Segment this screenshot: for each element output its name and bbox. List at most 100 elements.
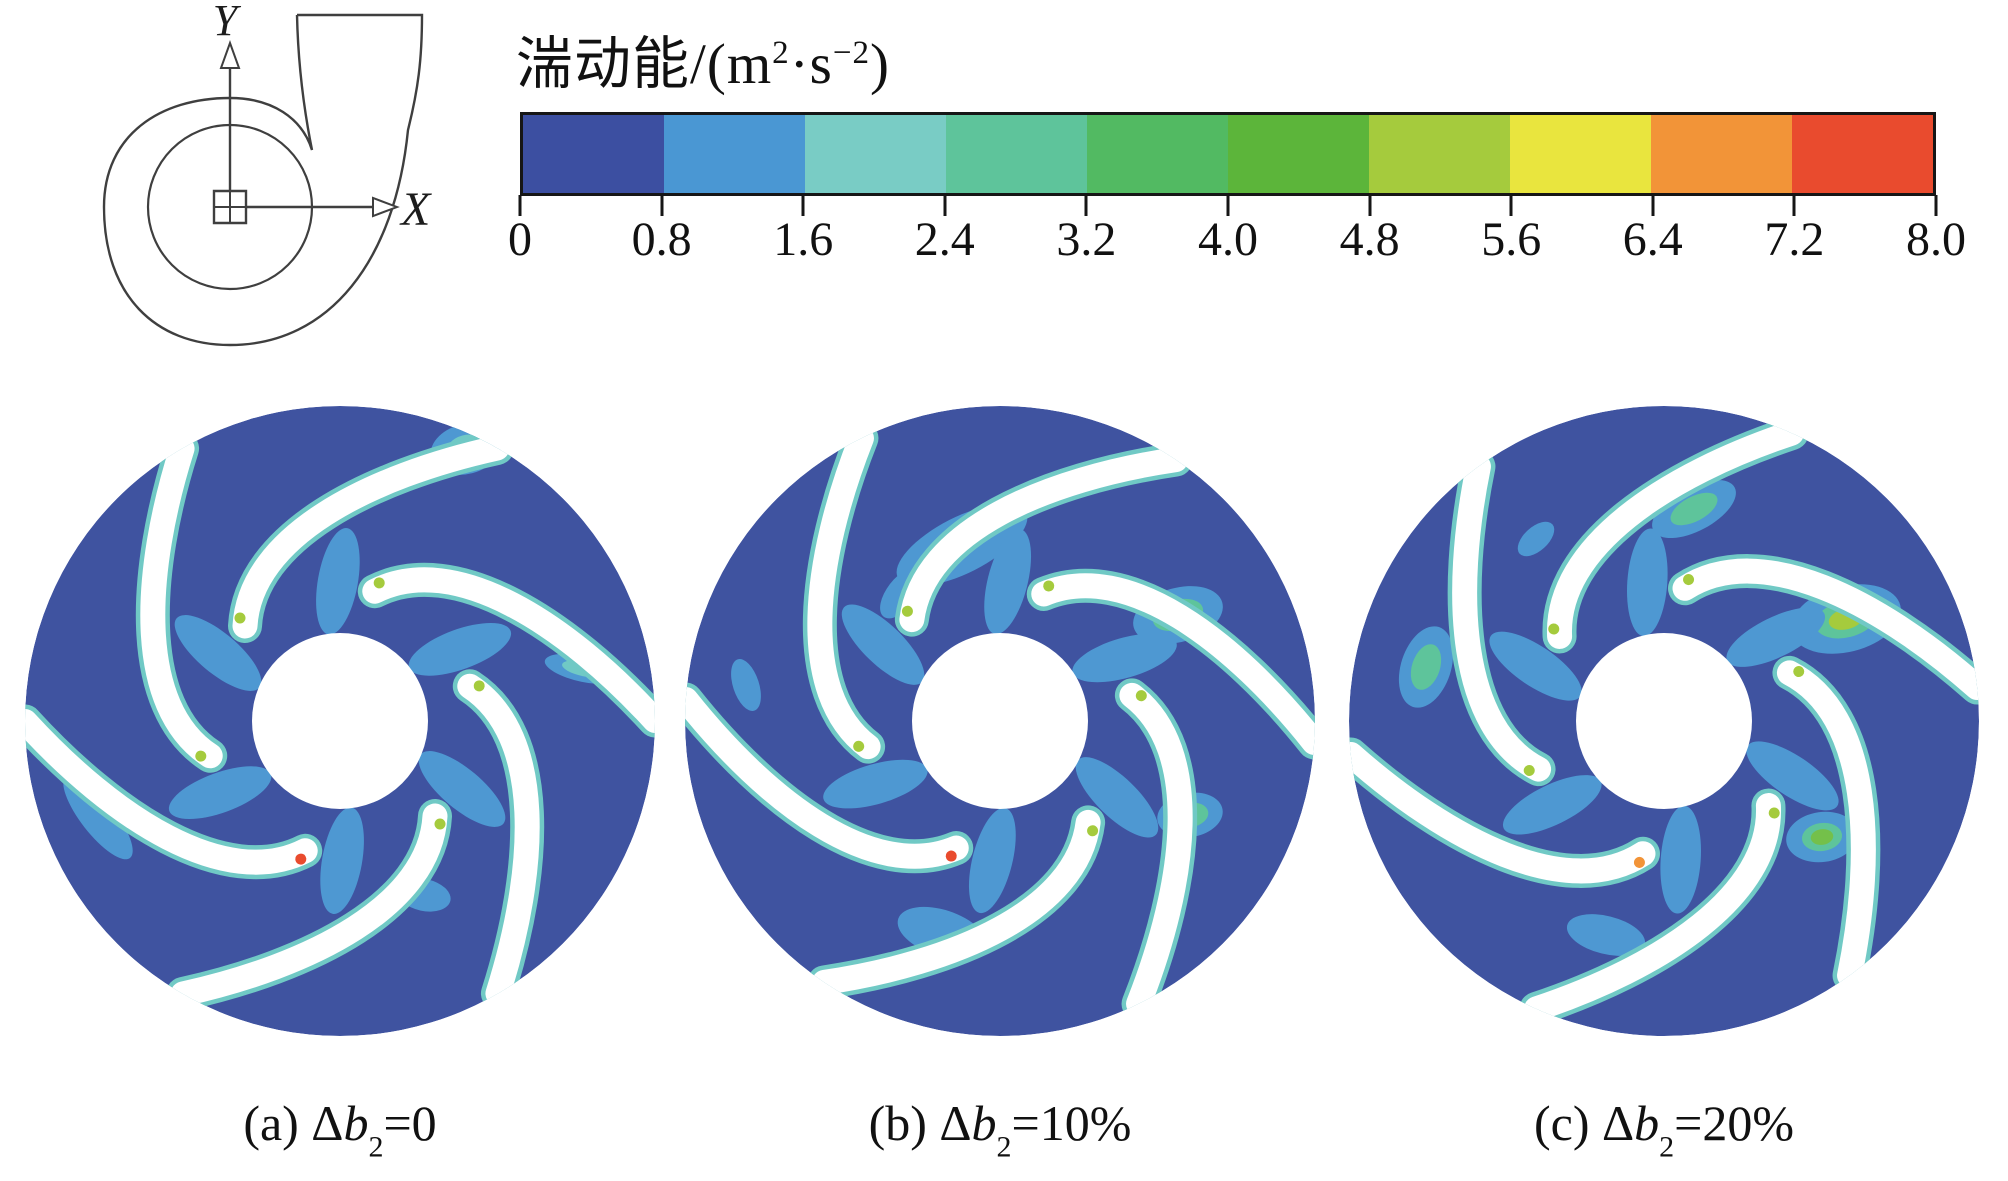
colorbar-tick-label-5: 4.0 [1198, 213, 1258, 266]
blade-tip-hotspot [1548, 623, 1560, 635]
blade-1 [316, 528, 655, 738]
colorbar-tick-labels: 0 0.8 1.6 2.4 3.2 4.0 4.8 5.6 6.4 7.2 8.0 [508, 212, 1966, 272]
blade-wake [1660, 805, 1702, 914]
blade-tip-hotspot [945, 850, 957, 862]
colorbar-title-text: 湍动能/(m [516, 33, 773, 96]
panel-caption-c: (c) Δb2=20% [1344, 1094, 1984, 1165]
panel-caption-b: (b) Δb2=10% [680, 1094, 1320, 1165]
caption-value: =20% [1674, 1095, 1794, 1151]
blade-tip-hotspot [234, 612, 246, 624]
colorbar-tick-1 [660, 195, 664, 216]
blade-5 [135, 431, 272, 820]
colorbar-tick-0 [518, 195, 522, 216]
blade-wake [418, 751, 506, 827]
blade-body [1776, 660, 1876, 988]
blade-wake [316, 528, 360, 635]
blade-2 [408, 622, 545, 1011]
blade-tip-hotspot [1087, 825, 1099, 837]
contour-plot-b [685, 406, 1315, 1036]
colorbar-tick-4 [1084, 195, 1088, 216]
blade-4 [25, 704, 364, 914]
blade-tip-hotspot [1135, 690, 1147, 702]
tke-blob-layer [1566, 914, 1646, 956]
colorbar-segment-5 [1228, 115, 1369, 193]
tke-blob-3 [1652, 479, 1736, 539]
blade-tip-hotspot [1768, 807, 1780, 819]
blade-body [811, 809, 1101, 995]
colorbar-tick-label-3: 2.4 [914, 213, 975, 266]
blade-body [232, 435, 510, 639]
blade-tip-hotspot [1793, 666, 1805, 678]
blade-wake [1072, 633, 1177, 683]
colorbar-tick-label-6: 4.8 [1339, 213, 1400, 266]
tke-blob-4 [1517, 521, 1555, 557]
panel-caption-a: (a) Δb2=0 [20, 1094, 660, 1165]
hub-hole [1576, 633, 1752, 809]
blade-tip-hotspot [1523, 764, 1535, 776]
colorbar-tick-label-10: 8.0 [1906, 213, 1966, 266]
blade-wake [1502, 775, 1602, 835]
blade-wake [1726, 607, 1826, 667]
hub-hole [912, 633, 1088, 809]
y-axis-arrowhead-icon [219, 40, 241, 69]
blade-body [1452, 454, 1552, 782]
caption-symbol: b [1634, 1095, 1660, 1151]
blade-wake [168, 766, 272, 820]
blade-body [1523, 793, 1781, 1022]
colorbar-tick-9 [1792, 195, 1796, 216]
blade-body [807, 425, 881, 760]
colorbar-segment-8 [1651, 115, 1792, 193]
caption-prefix: (b) Δ [868, 1095, 972, 1151]
blade-wake [408, 622, 512, 676]
colorbar-tick-3 [943, 195, 947, 216]
caption-value: =10% [1011, 1095, 1132, 1151]
colorbar-segment-0 [523, 115, 664, 193]
blade-tip-hotspot [1683, 574, 1695, 586]
blade-wake [1746, 741, 1839, 811]
blade-wake [1626, 528, 1668, 637]
contour-field [25, 406, 655, 1036]
caption-subscript: 2 [1659, 1130, 1675, 1164]
blade-0 [1489, 416, 1809, 701]
x-axis-arrowhead-icon [372, 196, 400, 218]
blade-tip-hotspot [195, 750, 207, 762]
colorbar-tick-8 [1651, 195, 1655, 216]
colorbar-segment-3 [946, 115, 1087, 193]
blade-2 [1072, 633, 1198, 1021]
caption-value: =0 [383, 1095, 437, 1151]
contour-plot-c [1349, 406, 1979, 1036]
blade-body [1349, 741, 1656, 884]
colorbar-segment-9 [1792, 115, 1933, 193]
tke-blob-2 [1398, 626, 1454, 708]
blade-body [1672, 558, 1979, 701]
blade-wake [1489, 631, 1582, 701]
blade-wake [841, 604, 925, 685]
blade-wake [984, 528, 1032, 635]
caption-subscript: 2 [368, 1130, 384, 1164]
tke-blob-5 [731, 659, 761, 711]
colorbar-segment-2 [805, 115, 946, 193]
y-axis-label: Y [213, 5, 242, 45]
colorbar-tick-label-8: 6.4 [1622, 213, 1683, 266]
blade-tip-hotspot [1633, 856, 1645, 868]
colorbar-title-text-mid: ·s [789, 33, 833, 96]
x-axis-label: X [399, 183, 432, 236]
blade-4 [1349, 737, 1702, 914]
blade-body [899, 447, 1189, 633]
blade-body [1547, 420, 1805, 649]
contour-field [685, 406, 1315, 1036]
colorbar-ticks [518, 195, 1938, 219]
contour-plot-a [25, 406, 655, 1036]
blade-3 [1519, 741, 1839, 1026]
colorbar-tick-10 [1934, 195, 1938, 216]
blade-body [170, 803, 448, 1007]
blade-tip-hotspot [853, 740, 865, 752]
blade-tip-hotspot [1043, 580, 1055, 592]
blade-body [685, 687, 969, 869]
blade-tip-hotspot [901, 605, 913, 617]
blade-tip-hotspot [295, 853, 307, 865]
blade-body [457, 673, 540, 1006]
blade-wake [320, 807, 364, 914]
tke-blob-layer [731, 659, 761, 711]
blade-wake [823, 759, 928, 809]
